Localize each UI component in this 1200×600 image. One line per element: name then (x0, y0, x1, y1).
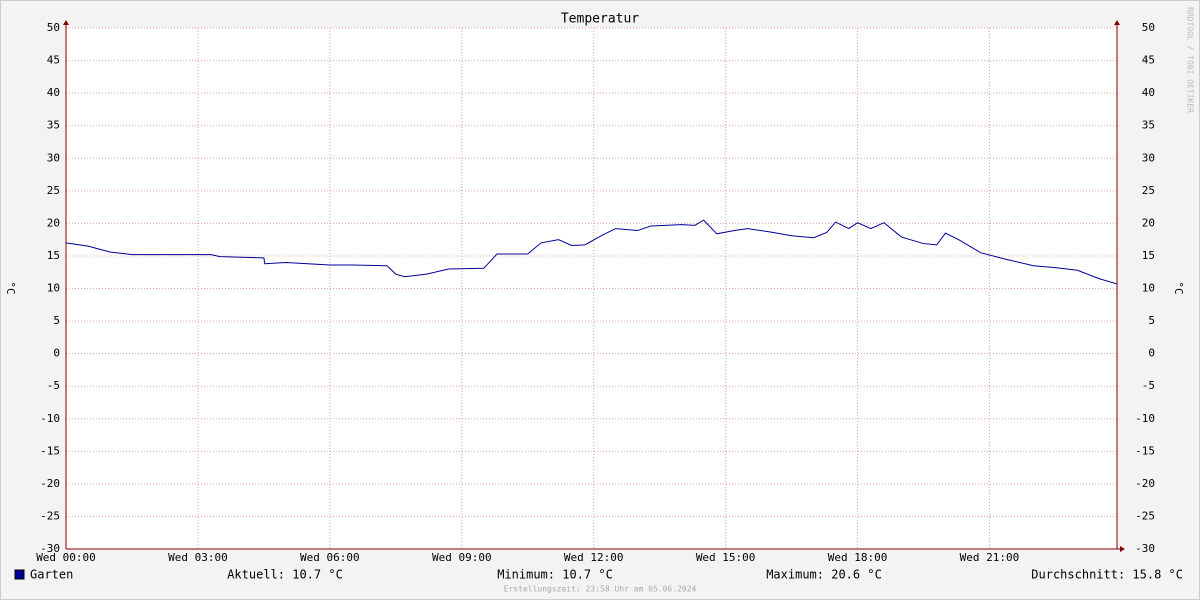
y-tick-label: -30 (40, 542, 60, 555)
y-tick-label: -10 (40, 412, 60, 425)
x-tick-label: Wed 00:00 (36, 551, 96, 564)
y-tick-label-right: -10 (1135, 412, 1155, 425)
y-tick-label-right: 40 (1142, 86, 1155, 99)
y-tick-label: -15 (40, 444, 60, 457)
arrow (63, 20, 69, 25)
arrow (1120, 546, 1125, 552)
x-tick-label: Wed 12:00 (564, 551, 624, 564)
y-tick-label-right: 25 (1142, 184, 1155, 197)
y-tick-label: 35 (47, 119, 60, 132)
y-tick-label-right: 45 (1142, 54, 1155, 67)
y-tick-label-right: 20 (1142, 216, 1155, 229)
x-tick-label: Wed 15:00 (696, 551, 756, 564)
stat: Aktuell: 10.7 °C (227, 568, 343, 582)
y-tick-label-right: 35 (1142, 119, 1155, 132)
y-tick-label-right: 15 (1142, 249, 1155, 262)
y-tick-label: 0 (53, 347, 60, 360)
x-tick-label: Wed 09:00 (432, 551, 492, 564)
y-tick-label-right: 5 (1148, 314, 1155, 327)
legend-swatch (14, 569, 25, 580)
y-axis-label-right: °C (1172, 281, 1185, 294)
y-tick-label: 30 (47, 151, 60, 164)
stat: Maximum: 20.6 °C (766, 568, 882, 582)
y-axis-label: °C (4, 281, 17, 294)
y-tick-label: 50 (47, 21, 60, 34)
chart-title: Temperatur (561, 12, 639, 27)
y-tick-label-right: -20 (1135, 477, 1155, 490)
y-tick-label: 5 (53, 314, 60, 327)
stat: Minimum: 10.7 °C (497, 568, 613, 582)
data-line (65, 219, 1118, 285)
y-tick-label-right: 0 (1148, 347, 1155, 360)
y-tick-label: 45 (47, 54, 60, 67)
y-tick-label-right: -25 (1135, 509, 1155, 522)
y-tick-label: 15 (47, 249, 60, 262)
y-tick-label: -5 (47, 379, 60, 392)
arrow (1114, 20, 1120, 25)
y-tick-label-right: -15 (1135, 444, 1155, 457)
y-tick-label: -25 (40, 509, 60, 522)
y-tick-label-right: -5 (1142, 379, 1155, 392)
x-tick-label: Wed 03:00 (168, 551, 228, 564)
y-tick-label-right: 10 (1142, 282, 1155, 295)
y-tick-label: -20 (40, 477, 60, 490)
footer: Erstellungszeit: 23:58 Uhr am 05.06.2024 (504, 585, 697, 594)
legend-entry: Garten (30, 568, 73, 582)
y-tick-label: 20 (47, 216, 60, 229)
stat: Durchschnitt: 15.8 °C (1031, 568, 1183, 582)
x-tick-label: Wed 21:00 (960, 551, 1020, 564)
x-tick-label: Wed 06:00 (300, 551, 360, 564)
y-tick-label-right: 50 (1142, 21, 1155, 34)
y-tick-label-right: 30 (1142, 151, 1155, 164)
y-tick-label: 10 (47, 282, 60, 295)
y-tick-label: 40 (47, 86, 60, 99)
y-tick-label-right: -30 (1135, 542, 1155, 555)
y-tick-label: 25 (47, 184, 60, 197)
x-tick-label: Wed 18:00 (828, 551, 888, 564)
watermark: RRDTOOL / TOBI OETIKER (1186, 7, 1195, 113)
